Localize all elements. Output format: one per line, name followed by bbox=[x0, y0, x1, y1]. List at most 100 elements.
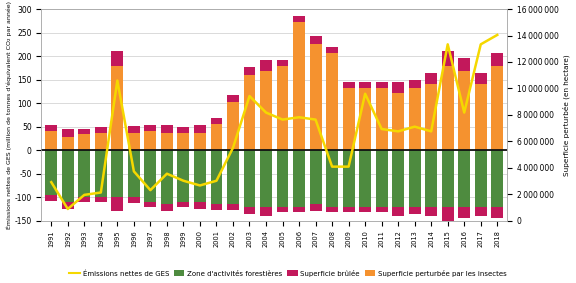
Bar bbox=[46, 125, 57, 131]
Bar bbox=[177, 150, 190, 202]
Bar bbox=[276, 207, 289, 212]
Bar bbox=[194, 132, 206, 150]
Bar bbox=[62, 202, 74, 209]
Bar bbox=[491, 67, 503, 150]
Bar bbox=[310, 204, 321, 211]
Bar bbox=[260, 60, 272, 71]
Bar bbox=[293, 22, 305, 150]
Bar bbox=[475, 150, 487, 207]
Bar bbox=[46, 195, 57, 201]
Bar bbox=[260, 71, 272, 150]
Bar bbox=[458, 71, 470, 150]
Bar bbox=[310, 37, 321, 44]
Bar bbox=[111, 50, 123, 67]
Bar bbox=[293, 16, 305, 22]
Bar bbox=[409, 80, 420, 88]
Bar bbox=[78, 197, 90, 202]
Bar bbox=[46, 150, 57, 195]
Bar bbox=[46, 131, 57, 150]
Bar bbox=[343, 207, 355, 212]
Bar bbox=[326, 207, 338, 212]
Bar bbox=[458, 207, 470, 218]
Bar bbox=[326, 53, 338, 150]
Bar bbox=[491, 53, 503, 67]
Bar bbox=[359, 150, 371, 207]
Bar bbox=[177, 127, 190, 132]
Bar bbox=[343, 88, 355, 150]
Bar bbox=[78, 134, 90, 150]
Bar bbox=[293, 150, 305, 207]
Bar bbox=[442, 207, 454, 221]
Bar bbox=[145, 125, 156, 131]
Bar bbox=[244, 67, 255, 75]
Bar bbox=[95, 132, 107, 150]
Bar bbox=[111, 150, 123, 197]
Bar bbox=[442, 150, 454, 207]
Bar bbox=[210, 117, 222, 124]
Bar bbox=[95, 197, 107, 202]
Bar bbox=[78, 150, 90, 197]
Bar bbox=[128, 132, 140, 150]
Bar bbox=[177, 132, 190, 150]
Bar bbox=[145, 131, 156, 150]
Bar bbox=[260, 207, 272, 216]
Bar bbox=[475, 207, 487, 216]
Bar bbox=[343, 150, 355, 207]
Bar bbox=[210, 124, 222, 150]
Bar bbox=[276, 67, 289, 150]
Bar bbox=[326, 150, 338, 207]
Bar bbox=[409, 150, 420, 207]
Bar bbox=[458, 57, 470, 71]
Bar bbox=[128, 197, 140, 203]
Bar bbox=[145, 202, 156, 207]
Bar bbox=[359, 82, 371, 88]
Bar bbox=[409, 88, 420, 150]
Y-axis label: Superficie perturbée (en hectare): Superficie perturbée (en hectare) bbox=[563, 54, 570, 176]
Bar bbox=[95, 127, 107, 132]
Bar bbox=[343, 82, 355, 88]
Bar bbox=[376, 82, 388, 88]
Bar bbox=[392, 150, 404, 207]
Bar bbox=[161, 125, 173, 132]
Bar bbox=[62, 129, 74, 137]
Bar bbox=[111, 197, 123, 211]
Bar bbox=[260, 150, 272, 207]
Bar bbox=[145, 150, 156, 202]
Bar bbox=[227, 150, 239, 204]
Bar bbox=[161, 132, 173, 150]
Bar bbox=[376, 207, 388, 212]
Bar bbox=[425, 150, 437, 207]
Bar bbox=[491, 207, 503, 218]
Bar bbox=[409, 207, 420, 214]
Bar bbox=[376, 88, 388, 150]
Bar bbox=[310, 44, 321, 150]
Bar bbox=[392, 93, 404, 150]
Bar bbox=[210, 150, 222, 204]
Bar bbox=[194, 125, 206, 132]
Bar bbox=[194, 202, 206, 209]
Bar bbox=[425, 74, 437, 84]
Bar bbox=[276, 60, 289, 67]
Bar bbox=[128, 150, 140, 197]
Bar bbox=[227, 95, 239, 102]
Legend: Émissions nettes de GES, Zone d'activités forestières, Superficie brûlée, Superf: Émissions nettes de GES, Zone d'activité… bbox=[67, 267, 509, 280]
Bar bbox=[392, 82, 404, 93]
Bar bbox=[475, 74, 487, 84]
Bar bbox=[326, 47, 338, 53]
Bar bbox=[425, 84, 437, 150]
Bar bbox=[227, 204, 239, 210]
Bar bbox=[293, 207, 305, 212]
Y-axis label: Émissions nettes de GES (million de tonnes d'équivalent CO₂ par année): Émissions nettes de GES (million de tonn… bbox=[6, 1, 12, 229]
Bar bbox=[227, 102, 239, 150]
Bar bbox=[128, 127, 140, 132]
Bar bbox=[376, 150, 388, 207]
Bar bbox=[392, 207, 404, 216]
Bar bbox=[244, 207, 255, 214]
Bar bbox=[210, 204, 222, 210]
Bar bbox=[491, 150, 503, 207]
Bar bbox=[310, 150, 321, 204]
Bar bbox=[442, 67, 454, 150]
Bar bbox=[194, 150, 206, 202]
Bar bbox=[244, 150, 255, 207]
Bar bbox=[475, 84, 487, 150]
